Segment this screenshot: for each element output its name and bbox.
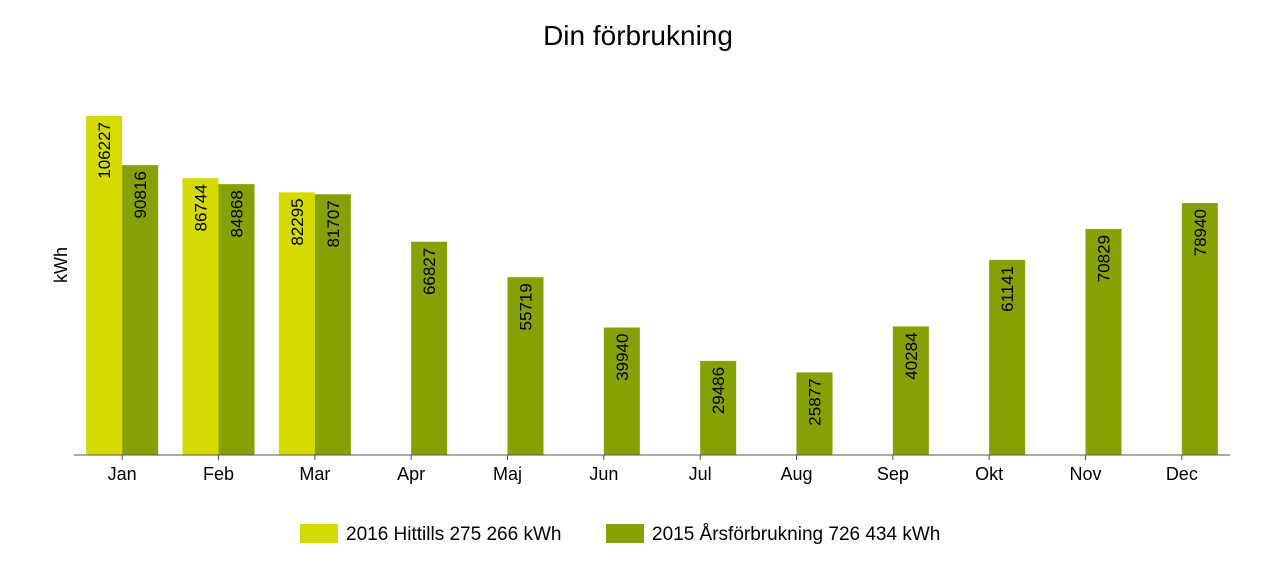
legend-label: 2015 Årsförbrukning 726 434 kWh: [652, 524, 940, 545]
data-label: 106227: [95, 122, 114, 179]
chart-title: Din förbrukning: [543, 20, 733, 51]
legend-swatch: [300, 524, 338, 543]
x-tick-label: Jun: [589, 464, 618, 484]
data-label: 40284: [902, 332, 921, 379]
bar-series2-maj: [507, 277, 544, 455]
bar-series2-sep: [892, 326, 929, 455]
y-axis-label: kWh: [51, 247, 71, 283]
data-label: 61141: [998, 266, 1017, 312]
x-tick-label: Sep: [877, 464, 909, 484]
data-label: 82295: [288, 198, 307, 245]
bar-series2-feb: [218, 184, 255, 455]
x-axis: Jan Feb Mar Apr Maj Jun Jul Aug Sep Okt Nov Dec: [108, 455, 1198, 484]
data-label: 90816: [131, 171, 150, 218]
data-label: 39940: [613, 334, 632, 381]
legend-swatch: [606, 524, 644, 543]
x-tick-label: Apr: [397, 464, 425, 484]
bar-series2-jun: [603, 327, 640, 455]
x-tick-label: Okt: [975, 464, 1003, 484]
bar-series2-okt: [989, 259, 1026, 455]
bar-series1-mar: [278, 192, 315, 455]
data-label: 66827: [420, 248, 439, 295]
legend-label: 2016 Hittills 275 266 kWh: [346, 524, 561, 545]
bar-series1-feb: [182, 178, 219, 455]
data-label: 81707: [324, 200, 343, 247]
bar-series2-mar: [314, 194, 351, 455]
data-label: 84868: [228, 190, 247, 237]
x-tick-label: Mar: [299, 464, 330, 484]
data-label: 25877: [806, 378, 825, 425]
x-tick-label: Feb: [203, 464, 234, 484]
data-label: 55719: [517, 283, 536, 330]
bar-series2-jul: [700, 360, 737, 455]
x-tick-label: Jan: [108, 464, 137, 484]
data-label: 86744: [192, 184, 211, 231]
x-tick-label: Maj: [493, 464, 522, 484]
x-tick-label: Dec: [1166, 464, 1198, 484]
bar-series1-jan: [86, 116, 123, 455]
data-label: 29486: [709, 367, 728, 414]
x-tick-label: Jul: [689, 464, 712, 484]
bar-series2-apr: [411, 241, 448, 455]
x-tick-label: Aug: [780, 464, 812, 484]
data-label: 78940: [1191, 209, 1210, 256]
data-label: 70829: [1095, 235, 1114, 282]
legend: 2016 Hittills 275 266 kWh 2015 Årsförbruk…: [300, 524, 940, 545]
x-tick-label: Nov: [1069, 464, 1101, 484]
bar-series2-nov: [1085, 228, 1122, 455]
bar-series2-aug: [796, 372, 833, 455]
bar-series2-dec: [1181, 203, 1218, 455]
plot-area: 106227 90816 86744 84868 82295 81707 66827 5571…: [86, 116, 1218, 456]
bar-series2-jan: [122, 165, 159, 456]
